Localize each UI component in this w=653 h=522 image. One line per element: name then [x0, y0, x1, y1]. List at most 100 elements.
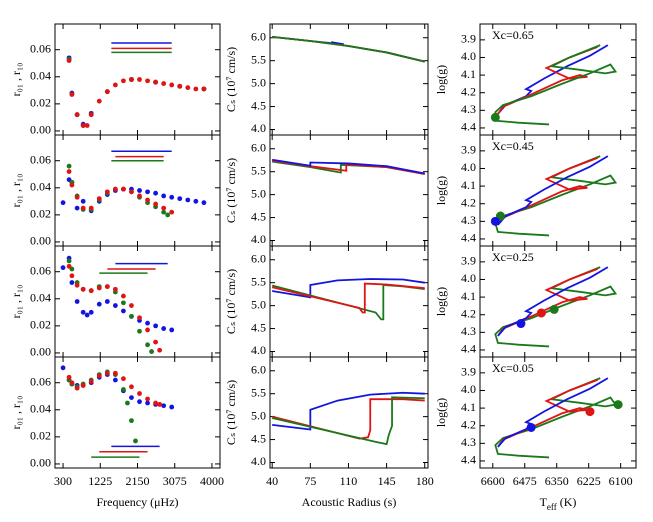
point	[112, 303, 118, 308]
point	[121, 308, 126, 314]
y-tick-label: 6.0	[251, 252, 266, 266]
point	[121, 387, 126, 392]
point	[169, 327, 175, 333]
point	[201, 200, 207, 206]
y-axis-label: log(g)	[434, 65, 448, 94]
point	[129, 303, 134, 308]
point	[74, 205, 80, 211]
y-tick-label: 3.9	[461, 365, 476, 379]
y-tick-label: 5.0	[251, 297, 266, 311]
point	[96, 98, 102, 104]
point	[88, 205, 94, 211]
y-tick-label: 4.4	[461, 453, 476, 467]
point	[60, 265, 66, 271]
point	[80, 286, 86, 292]
point	[88, 288, 94, 294]
point	[104, 299, 110, 304]
point	[121, 376, 126, 382]
plot-area	[490, 44, 618, 126]
x-tick-label: 300	[54, 474, 72, 488]
x-tick-label: 6225	[577, 474, 601, 488]
y-tick-label: 5.5	[251, 274, 266, 288]
y-tick-label: 4.4	[461, 231, 476, 245]
y-tick-label: 4.5	[251, 431, 266, 445]
plot-area	[272, 35, 425, 63]
y-tick-label: 0.02	[30, 429, 51, 443]
y-tick-label: 3.9	[461, 32, 476, 46]
point	[137, 77, 142, 82]
y-axis-label: Cₛ (10⁷ cm/s)	[224, 269, 238, 334]
y-tick-label: 4.0	[461, 160, 476, 174]
point	[157, 347, 163, 353]
x-tick-label: 6100	[609, 474, 633, 488]
y-axis-label: r₀₁ , r₁₀	[9, 63, 23, 97]
point	[137, 399, 142, 405]
y-tick-label: 4.5	[251, 98, 266, 112]
y-tick-label: 0.04	[30, 402, 51, 416]
point	[157, 401, 163, 407]
x-tick-label: 6600	[481, 474, 505, 488]
point	[60, 200, 66, 206]
plot-area	[271, 391, 425, 446]
y-tick-label: 4.0	[251, 121, 266, 135]
y-tick-label: 4.0	[461, 49, 476, 63]
y-tick-label: 4.4	[461, 342, 476, 356]
line	[271, 396, 425, 446]
x-tick-label: 6475	[513, 474, 537, 488]
y-tick-label: 0.04	[30, 291, 51, 305]
model-marker	[549, 304, 559, 314]
model-marker	[536, 308, 546, 318]
point	[153, 201, 159, 207]
point	[74, 282, 80, 288]
point	[80, 123, 86, 128]
x-tick-label: 2150	[126, 474, 150, 488]
point	[88, 112, 94, 118]
point	[145, 396, 150, 402]
y-tick-label: 6.0	[251, 363, 266, 377]
y-tick-label: 4.1	[461, 178, 476, 192]
line	[494, 155, 618, 237]
line	[494, 266, 618, 348]
y-tick-label: 4.0	[251, 454, 266, 468]
point	[112, 370, 118, 376]
point	[69, 280, 75, 285]
y-tick-label: 4.5	[251, 209, 266, 223]
plot-frame	[269, 23, 429, 136]
point	[185, 85, 191, 91]
point	[66, 374, 72, 380]
point	[145, 320, 150, 326]
plot-area	[490, 155, 618, 237]
point	[177, 196, 183, 202]
point	[121, 78, 126, 84]
y-tick-label: 4.2	[461, 417, 476, 431]
panel: 0.00 0.02 0.04 0.06 r₀₁ , r₁₀	[9, 134, 221, 248]
model-marker	[516, 319, 526, 329]
model-marker	[613, 400, 623, 410]
panel: 3.9 4.0 4.1 4.2 4.3 4.4 log(g) Xc=0.45	[434, 134, 637, 247]
line	[497, 266, 609, 337]
point	[145, 197, 150, 203]
point	[145, 327, 150, 333]
y-tick-label: 0.06	[30, 41, 51, 55]
point	[69, 380, 75, 386]
point	[66, 263, 72, 269]
panel: 4.0 4.5 5.0 5.5 6.0 Cₛ (10⁷ cm/s)	[224, 134, 429, 247]
y-tick-label: 5.0	[251, 75, 266, 89]
line	[497, 155, 609, 226]
point	[96, 301, 102, 307]
point	[145, 400, 150, 406]
point	[66, 163, 72, 169]
y-tick-label: 0.00	[30, 345, 51, 359]
y-tick-label: 4.0	[461, 382, 476, 396]
point	[153, 400, 159, 406]
y-tick-label: 4.0	[251, 232, 266, 246]
point	[96, 285, 102, 291]
x-axis-label-main: Frequency (μHz)	[96, 495, 178, 509]
y-axis-label: r₀₁ , r₁₀	[9, 396, 23, 430]
line	[497, 157, 598, 226]
y-tick-label: 0.02	[30, 318, 51, 332]
point	[193, 86, 199, 92]
y-tick-label: 4.0	[251, 343, 266, 357]
point	[153, 190, 159, 196]
point	[80, 309, 86, 315]
